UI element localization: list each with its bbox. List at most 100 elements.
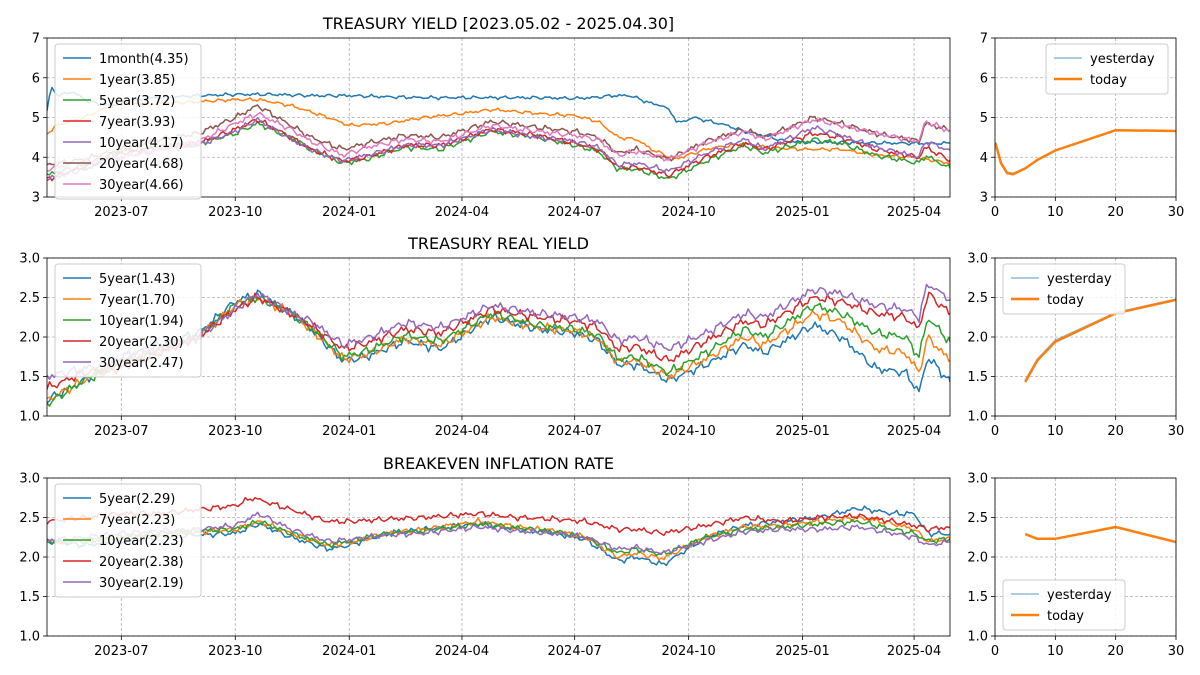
legend-label: 7year(1.70) xyxy=(99,293,175,308)
axes-frame xyxy=(46,477,951,637)
tick-label-x: 2025-01 xyxy=(775,644,829,659)
legend-label: 10year(2.23) xyxy=(99,534,184,549)
tick-label-x: 2024-10 xyxy=(661,424,715,439)
tick-label-x: 2024-01 xyxy=(322,644,376,659)
legend-box xyxy=(1002,263,1126,315)
tick-label-x: 2025-01 xyxy=(775,424,829,439)
tick-label-y: 1.0 xyxy=(967,630,988,645)
tick-label-x: 10 xyxy=(1047,644,1064,659)
tick-label-y: 1.5 xyxy=(19,370,40,385)
chart-panel-0: 3 4 5 6 7 2023-07 2023-10 2024-01 2024-04 2024-07… xyxy=(32,14,951,220)
legend-label: 30year(2.47) xyxy=(99,356,184,371)
legend-label: 7year(3.93) xyxy=(99,115,175,130)
tick-label-x: 2024-01 xyxy=(322,205,376,220)
tick-label-x: 2023-10 xyxy=(208,644,262,659)
tick-label-y: 4 xyxy=(32,151,40,166)
legend: 5year(2.29) 7year(2.23) 10year(2.23) 20year… xyxy=(54,483,202,598)
tick-label-x: 2024-01 xyxy=(322,424,376,439)
legend-box xyxy=(54,483,202,598)
series-line xyxy=(1024,525,1176,544)
series-line xyxy=(1024,298,1176,383)
tick-label-x: 2023-07 xyxy=(94,205,148,220)
series-group xyxy=(1024,298,1176,383)
tick-label-x: 0 xyxy=(991,205,999,220)
legend-box xyxy=(54,43,202,200)
legend: yesterday today xyxy=(1045,43,1169,95)
chart-title: TREASURY YIELD [2023.05.02 - 2025.04.30] xyxy=(322,14,674,33)
legend-label: today xyxy=(1047,609,1084,624)
legend-label: 5year(3.72) xyxy=(99,94,175,109)
tick-label-x: 2025-04 xyxy=(887,424,941,439)
tick-label-x: 2024-10 xyxy=(661,644,715,659)
tick-label-x: 30 xyxy=(1168,424,1185,439)
tick-label-x: 2023-10 xyxy=(208,205,262,220)
tick-label-x: 2025-01 xyxy=(775,205,829,220)
tick-label-y: 5 xyxy=(32,111,40,126)
legend-label: yesterday xyxy=(1090,52,1155,67)
tick-label-y: 2.0 xyxy=(967,551,988,566)
tick-label-y: 2.5 xyxy=(19,511,40,526)
tick-label-x: 2024-07 xyxy=(548,644,602,659)
tick-label-y: 2.0 xyxy=(19,331,40,346)
tick-label-x: 2023-07 xyxy=(94,644,148,659)
legend-label: 20year(2.38) xyxy=(99,555,184,570)
tick-label-y: 3.0 xyxy=(19,472,40,487)
chart-panel-1: 3 4 5 6 7 0 10 20 30 yesterday today xyxy=(980,32,1185,221)
legend-label: 30year(2.19) xyxy=(99,576,184,591)
legend: 5year(1.43) 7year(1.70) 10year(1.94) 20year… xyxy=(54,263,202,378)
tick-label-y: 6 xyxy=(980,71,988,86)
series-line xyxy=(995,128,1176,176)
legend-box xyxy=(1002,579,1126,631)
tick-label-y: 2.5 xyxy=(967,511,988,526)
legend: 1month(4.35) 1year(3.85) 5year(3.72) 7year(… xyxy=(54,43,202,200)
tick-label-y: 5 xyxy=(980,111,988,126)
tick-label-y: 2.0 xyxy=(19,551,40,566)
legend-label: 10year(1.94) xyxy=(99,314,184,329)
tick-label-y: 1.5 xyxy=(967,370,988,385)
tick-label-x: 2025-04 xyxy=(887,205,941,220)
tick-label-y: 3.0 xyxy=(967,252,988,267)
tick-label-y: 1.5 xyxy=(967,590,988,605)
tick-label-y: 2.5 xyxy=(967,291,988,306)
axes-frame xyxy=(994,477,1177,637)
chart-title: BREAKEVEN INFLATION RATE xyxy=(383,454,614,473)
tick-label-y: 6 xyxy=(32,71,40,86)
legend-label: 7year(2.23) xyxy=(99,513,175,528)
tick-label-x: 30 xyxy=(1168,205,1185,220)
tick-label-x: 2024-04 xyxy=(435,644,489,659)
tick-label-y: 1.0 xyxy=(19,410,40,425)
legend-label: 1year(3.85) xyxy=(99,73,175,88)
legend-label: yesterday xyxy=(1047,588,1112,603)
legend-label: yesterday xyxy=(1047,272,1112,287)
chart-panel-3: 1.0 1.5 2.0 2.5 3.0 0 10 20 30 yesterday today xyxy=(967,252,1184,440)
tick-label-x: 2024-07 xyxy=(548,424,602,439)
chart-title: TREASURY REAL YIELD xyxy=(407,234,589,253)
tick-label-y: 7 xyxy=(32,32,40,47)
chart-panel-4: 1.0 1.5 2.0 2.5 3.0 2023-07 2023-10 2024-01 2024… xyxy=(19,454,951,659)
tick-label-y: 1.0 xyxy=(19,630,40,645)
tick-label-x: 20 xyxy=(1107,205,1124,220)
tick-label-x: 2024-07 xyxy=(548,205,602,220)
tick-label-x: 20 xyxy=(1107,644,1124,659)
tick-label-y: 3.0 xyxy=(967,472,988,487)
tick-label-x: 2025-04 xyxy=(887,644,941,659)
series-group xyxy=(995,128,1176,176)
chart-panel-2: 1.0 1.5 2.0 2.5 3.0 2023-07 2023-10 2024-01 2024… xyxy=(19,234,951,439)
tick-label-x: 2024-04 xyxy=(435,424,489,439)
tick-label-x: 2023-07 xyxy=(94,424,148,439)
tick-label-y: 7 xyxy=(980,32,988,47)
tick-label-y: 3 xyxy=(980,191,988,206)
legend-box xyxy=(54,263,202,378)
tick-label-y: 1.0 xyxy=(967,410,988,425)
tick-label-y: 3 xyxy=(32,191,40,206)
legend-box xyxy=(1045,43,1169,95)
tick-label-y: 3.0 xyxy=(19,252,40,267)
tick-label-x: 0 xyxy=(991,644,999,659)
legend-label: 1month(4.35) xyxy=(99,52,189,67)
legend: yesterday today xyxy=(1002,579,1126,631)
tick-label-x: 30 xyxy=(1168,644,1185,659)
tick-label-y: 4 xyxy=(980,151,988,166)
legend-label: 20year(4.68) xyxy=(99,157,184,172)
tick-label-x: 2024-04 xyxy=(435,205,489,220)
tick-label-x: 0 xyxy=(991,424,999,439)
